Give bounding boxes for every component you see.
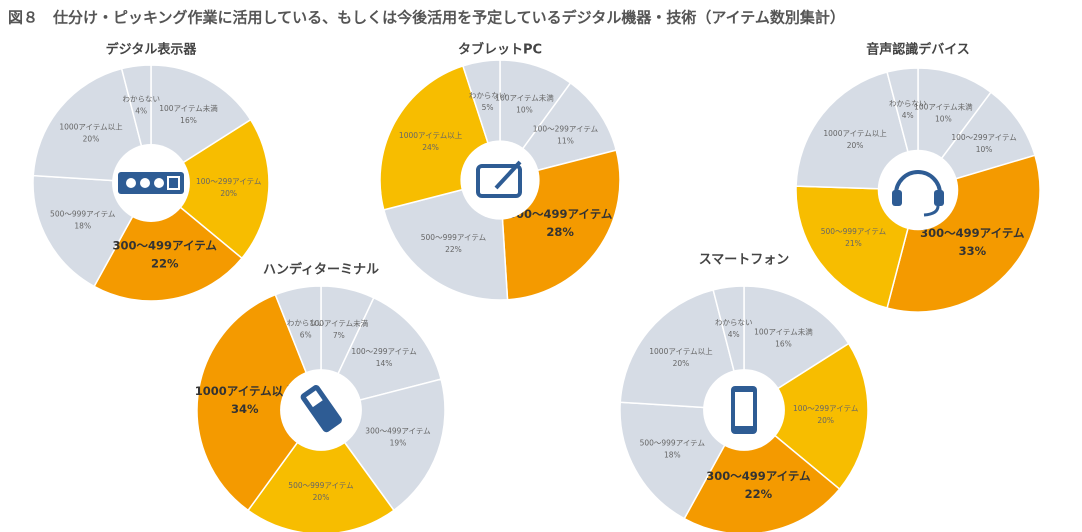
center-hole [877, 149, 959, 231]
value-label: 10% [516, 106, 533, 115]
icon [476, 164, 522, 198]
slice-label: 300～499アイテム [706, 469, 811, 483]
value-label: 20% [313, 493, 330, 502]
icon [934, 190, 944, 206]
value-label: 20% [83, 134, 100, 143]
slice-label: 300～499アイテム [920, 226, 1025, 240]
center-hole [460, 140, 540, 220]
icon [167, 176, 180, 190]
value-label: 19% [390, 439, 407, 448]
slice-label: わからない [469, 91, 507, 100]
value-label: 22% [745, 487, 773, 501]
slice-label: 100～299アイテム [951, 133, 1016, 142]
slice-label: 500～999アイテム [821, 227, 886, 236]
slice-label: 300～499アイテム [365, 427, 430, 436]
slice-label: わからない [715, 318, 753, 327]
value-label: 22% [445, 245, 462, 254]
slice-label: 1000アイテム以上 [195, 384, 295, 398]
pie-title: デジタル表示器 [106, 42, 198, 58]
pie-slice [795, 185, 919, 309]
slice-label: 100アイテム未満 [754, 326, 813, 336]
slice-label: 100～299アイテム [351, 347, 416, 356]
value-label: 4% [728, 330, 740, 339]
slice-label: 1000アイテム以上 [649, 347, 713, 356]
slice-label: 500～999アイテム [640, 438, 705, 447]
slice-label: 100アイテム未満 [914, 102, 973, 112]
slice-label: 1000アイテム以上 [59, 122, 123, 131]
value-label: 21% [845, 239, 862, 248]
value-label: 7% [333, 331, 345, 340]
slice-label: わからない [287, 319, 325, 328]
slice-label: 300～499アイテム [508, 207, 613, 221]
pie-title: 音声認識デバイス [866, 42, 970, 58]
pie-slice [196, 293, 322, 512]
pie: 100アイテム未満 16% 100～299アイテム 20% 300～499アイテム 22%… [619, 285, 869, 532]
pie-slice [247, 408, 395, 532]
value-label: 11% [557, 136, 574, 145]
icon [894, 170, 942, 195]
value-label: 20% [847, 141, 864, 150]
icon [306, 390, 323, 408]
pie-slice [32, 67, 152, 184]
slice-label: 100～299アイテム [793, 404, 858, 413]
slice-label: 500～999アイテム [421, 233, 486, 242]
slice-label: 500～999アイテム [288, 481, 353, 490]
value-label: 20% [220, 189, 237, 198]
value-label: 16% [180, 116, 197, 125]
page-title: 図８ 仕分け・ピッキング作業に活用している、もしくは今後活用を予定しているデジタ… [8, 9, 845, 27]
value-label: 34% [231, 402, 259, 416]
value-label: 4% [902, 111, 914, 120]
value-label: 24% [422, 143, 439, 152]
pie-slice [93, 181, 243, 302]
value-label: 16% [775, 339, 792, 348]
slice-label: 1000アイテム以上 [399, 131, 463, 140]
pie-slice [619, 288, 745, 411]
value-label: 18% [664, 450, 681, 459]
pie-title: ハンディターミナル [263, 262, 379, 278]
icon [140, 178, 150, 188]
pie-slice [319, 296, 443, 412]
slice-label: 100アイテム未満 [159, 103, 218, 113]
pie: 100アイテム未満 10% 100～299アイテム 10% 300～499アイテム 33%… [795, 67, 1041, 313]
pie-slice [795, 71, 919, 191]
pie-slice [149, 118, 270, 260]
pie-slice [742, 342, 869, 491]
value-label: 4% [135, 107, 147, 116]
value-label: 33% [959, 244, 987, 258]
pie: 100アイテム未満 10%100～299アイテム 11% 300～499アイテム 28%… [379, 59, 621, 301]
value-label: 22% [151, 256, 179, 270]
slice-label: 300～499アイテム [113, 238, 218, 252]
slice-label: 100アイテム未満 [495, 93, 554, 103]
value-label: 6% [300, 331, 312, 340]
value-label: 10% [976, 145, 993, 154]
pie: 100アイテム未満 16% 100～299アイテム 20% 300～499アイテム 22%… [32, 64, 270, 302]
slice-label: 500～999アイテム [50, 210, 115, 219]
slice-label: 100アイテム未満 [310, 318, 369, 328]
pie-title: スマートフォン [699, 253, 790, 268]
slice-label: 1000アイテム以上 [823, 129, 887, 138]
slice-label: わからない [122, 95, 160, 104]
value-label: 20% [673, 359, 690, 368]
value-label: 10% [935, 115, 952, 124]
icon [154, 178, 164, 188]
slice-label: わからない [889, 99, 927, 108]
icon [494, 160, 522, 190]
icon [923, 205, 940, 217]
slice-label: 100～299アイテム [196, 177, 261, 186]
icon [126, 178, 136, 188]
icon [892, 190, 902, 206]
value-label: 28% [546, 225, 574, 239]
slice-label: 100～299アイテム [533, 124, 598, 133]
value-label: 18% [74, 222, 91, 231]
icon [735, 392, 753, 426]
pie: 100アイテム未満 7% 100～299アイテム 14% 300～499アイテム 19% 5… [195, 285, 446, 532]
value-label: 5% [482, 103, 494, 112]
value-label: 20% [817, 416, 834, 425]
pie-title: タブレットPC [458, 42, 542, 58]
value-label: 14% [376, 359, 393, 368]
